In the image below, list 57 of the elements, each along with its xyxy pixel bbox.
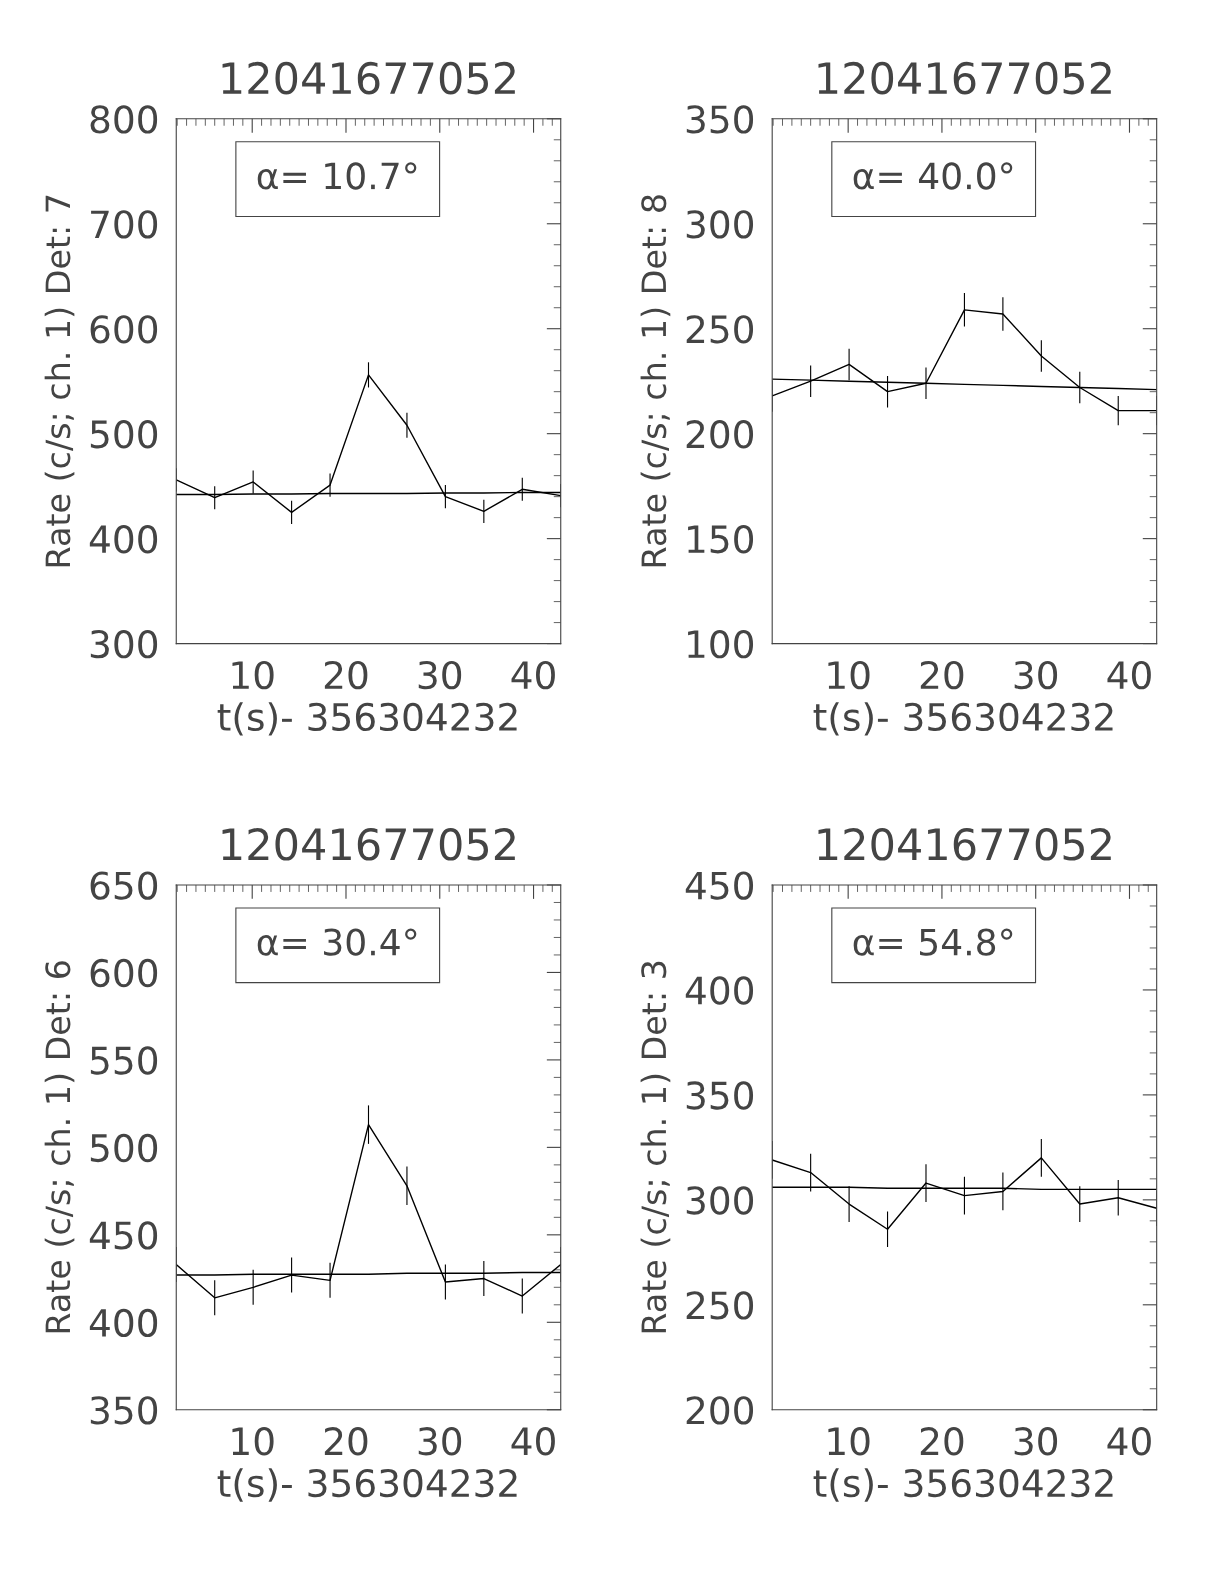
x-tick-label: 20 — [324, 1427, 368, 1456]
annotation: α= 30.4° — [257, 928, 417, 956]
y-tick-label: 300 — [686, 1186, 754, 1215]
annotation: α= 10.7° — [257, 162, 417, 190]
y-tick-label: 400 — [89, 525, 158, 554]
y-tick-label: 400 — [89, 1308, 158, 1338]
y-tick-label: 450 — [89, 1221, 158, 1250]
y-tick-label: 450 — [685, 871, 754, 900]
chart-title: 12041677052 — [818, 828, 1111, 861]
chart-title: 12041677052 — [222, 61, 515, 95]
x-axis-title: t(s)- 356304232 — [217, 702, 517, 736]
x-tick-label: 40 — [1107, 1427, 1151, 1456]
y-tick-label: 250 — [686, 1291, 754, 1320]
y-tick-label: 200 — [686, 420, 754, 449]
x-tick-label: 40 — [511, 660, 555, 690]
x-tick-label: 30 — [418, 660, 462, 690]
x-tick-label: 10 — [828, 1427, 870, 1456]
y-tick-label: 500 — [90, 1133, 158, 1163]
x-tick-label: 20 — [324, 660, 368, 690]
y-axis-title: Rate (c/s; ch. 1) Det: 6 — [44, 961, 75, 1333]
x-axis-title: t(s)- 356304232 — [813, 702, 1113, 736]
x-axis-title: t(s)- 356304232 — [217, 1468, 517, 1502]
y-tick-label: 250 — [686, 315, 754, 344]
x-tick-label: 30 — [1014, 660, 1058, 690]
annotation: α= 54.8° — [853, 928, 1013, 956]
x-tick-label: 30 — [1014, 1427, 1058, 1456]
y-tick-label: 700 — [91, 210, 158, 239]
x-tick-label: 10 — [232, 1427, 274, 1456]
y-tick-label: 300 — [686, 210, 754, 239]
y-tick-label: 350 — [686, 105, 754, 134]
y-tick-label: 350 — [686, 1081, 754, 1110]
annotation: α= 40.0° — [853, 162, 1013, 190]
x-tick-label: 40 — [1107, 660, 1151, 690]
y-tick-label: 500 — [90, 420, 158, 449]
x-tick-label: 10 — [232, 660, 274, 690]
x-tick-label: 10 — [828, 660, 870, 690]
y-tick-label: 200 — [686, 1396, 754, 1425]
y-axis-title: Rate (c/s; ch. 1) Det: 8 — [640, 195, 671, 567]
x-tick-label: 30 — [418, 1427, 462, 1456]
y-tick-label: 650 — [90, 871, 158, 900]
y-axis-title: Rate (c/s; ch. 1) Det: 3 — [640, 961, 671, 1333]
y-tick-label: 600 — [90, 315, 158, 344]
chart-title: 12041677052 — [818, 61, 1111, 95]
y-tick-label: 800 — [90, 105, 158, 134]
y-tick-label: 600 — [90, 958, 158, 988]
y-tick-label: 300 — [90, 630, 158, 659]
chart-title: 12041677052 — [222, 828, 515, 861]
y-tick-label: 550 — [90, 1046, 158, 1075]
y-axis-title: Rate (c/s; ch. 1) Det: 7 — [44, 195, 75, 567]
y-tick-label: 350 — [90, 1396, 158, 1425]
x-tick-label: 40 — [511, 1427, 555, 1456]
x-tick-label: 20 — [920, 660, 964, 690]
x-axis-title: t(s)- 356304232 — [813, 1468, 1113, 1502]
y-tick-label: 150 — [688, 525, 754, 554]
x-tick-label: 20 — [920, 1427, 964, 1456]
y-tick-label: 100 — [688, 630, 754, 659]
y-tick-label: 400 — [685, 976, 754, 1005]
